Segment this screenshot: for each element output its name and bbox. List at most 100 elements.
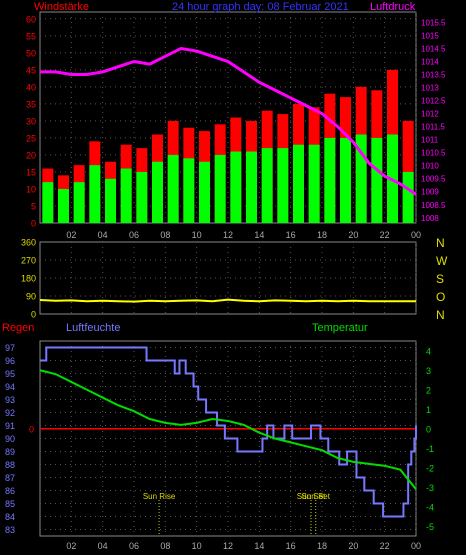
panel1-grid <box>40 12 417 223</box>
panel3-y-left-tick: 86 <box>5 486 15 496</box>
panel2-y-left-ticks: 0 90 180 270 360 <box>21 238 36 320</box>
panel3-y-left-tick: 87 <box>5 473 15 483</box>
rain-axis-label: Regen <box>2 322 34 334</box>
panel1-pressure-line <box>40 46 417 196</box>
panel1-y-right-tick: 1012.5 <box>421 97 446 106</box>
panel1-x-tick: 22 <box>380 230 390 240</box>
panel1-y-left-tick: 25 <box>26 133 36 143</box>
panel1-x-tick: 08 <box>160 230 170 240</box>
wind-low-bar <box>230 151 242 223</box>
panel1-y-right-tick: 1011 <box>421 136 439 145</box>
humidity-temperature-panel: Regen Luftfeuchte Temperatur 83848586878… <box>2 322 434 551</box>
panel1-x-tick: 10 <box>192 230 202 240</box>
wind-low-bar <box>402 171 414 223</box>
panel3-x-tick: 14 <box>254 541 264 551</box>
panel3-x-tick: 00 <box>411 541 421 551</box>
pressure-line <box>40 46 417 196</box>
compass-label: W <box>436 254 448 268</box>
wind-low-bar <box>89 165 101 223</box>
panel1-y-left-tick: 35 <box>26 99 36 109</box>
panel1-y-right-tick: 1013 <box>421 84 439 93</box>
panel3-y-left-tick: 84 <box>5 512 15 522</box>
panel3-y-left-tick: 89 <box>5 447 15 457</box>
panel3-x-tick: 02 <box>66 541 76 551</box>
panel3-x-ticks: 02 04 06 08 10 12 14 16 18 20 22 00 <box>66 541 421 551</box>
panel1-y-right-tick: 1009.5 <box>421 175 446 184</box>
panel1-y-right-tick: 1009 <box>421 188 439 197</box>
panel1-x-tick: 12 <box>223 230 233 240</box>
panel3-rain-tick: 0 <box>29 424 34 434</box>
wind-low-bar <box>355 134 367 223</box>
wind-low-bar <box>261 148 273 223</box>
panel1-x-tick: 06 <box>129 230 139 240</box>
panel3-y-left-tick: 83 <box>5 525 15 535</box>
temperature-axis-label: Temperatur <box>312 322 368 334</box>
panel1-x-tick: 14 <box>254 230 264 240</box>
panel3-y-right-ticks: -5 -4 -3 -2 -1 0 1 2 3 4 <box>426 346 434 532</box>
panel3-y-left-tick: 94 <box>5 382 15 392</box>
panel1-x-tick: 00 <box>411 230 421 240</box>
panel2-y-left-tick: 180 <box>21 274 36 284</box>
wind-low-bar <box>183 158 195 223</box>
panel3-x-tick: 16 <box>286 541 296 551</box>
panel3-y-right-tick: 4 <box>426 346 431 356</box>
panel1-y-right-tick: 1010 <box>421 162 439 171</box>
panel1-y-right-tick: 1012 <box>421 110 439 119</box>
chart-title: 24 hour graph day: 08 Februar 2021 <box>172 1 349 13</box>
compass-label: N <box>436 308 445 322</box>
panel3-y-right-tick: 0 <box>426 424 431 434</box>
panel3-x-tick: 08 <box>160 541 170 551</box>
panel3-y-right-tick: 3 <box>426 366 431 376</box>
panel3-y-right-tick: -4 <box>426 502 434 512</box>
panel3-y-right-tick: -5 <box>426 522 434 532</box>
panel1-y-right-tick: 1008 <box>421 214 439 223</box>
wind-low-bar <box>167 154 179 223</box>
panel3-y-left-tick: 90 <box>5 434 15 444</box>
panel1-x-tick: 04 <box>98 230 108 240</box>
panel1-y-left-tick: 20 <box>26 150 36 160</box>
humidity-line <box>40 346 417 518</box>
panel3-y-left-tick: 95 <box>5 369 15 379</box>
panel1-y-right-tick: 1013.5 <box>421 71 446 80</box>
sun-annotation: Sun Set <box>297 492 326 501</box>
sun-annotation: Sun Set <box>301 492 330 501</box>
panel1-x-tick: 18 <box>317 230 327 240</box>
wind-low-bar <box>199 161 210 223</box>
panel1-y-left-tick: 0 <box>31 219 36 229</box>
panel1-y-left-tick: 30 <box>26 116 36 126</box>
wind-low-bar <box>73 182 85 223</box>
panel3-temperature-line <box>39 369 417 490</box>
panel1-y-right-ticks: 1008 1008.5 1009 1009.5 1010 1010.5 1011 1011.5… <box>421 18 446 222</box>
wind-low-bar <box>58 188 69 223</box>
panel3-y-left-tick: 85 <box>5 499 15 509</box>
panel3-y-right-tick: 2 <box>426 385 431 395</box>
panel3-y-left-ticks: 83 84 85 86 87 88 89 90 91 92 93 94 95 96 97 <box>5 343 15 535</box>
compass-label: S <box>436 272 444 286</box>
sun-annotation: Sun Rise <box>143 492 176 501</box>
panel3-x-tick: 10 <box>192 541 202 551</box>
wind-low-bar <box>136 171 148 223</box>
panel3-x-tick: 22 <box>380 541 390 551</box>
panel3-y-left-tick: 91 <box>5 421 15 431</box>
panel1-x-ticks: 02 04 06 08 10 12 14 16 18 20 22 00 <box>66 230 421 240</box>
panel1-y-left-tick: 40 <box>26 82 36 92</box>
wind-low-bar <box>120 168 132 223</box>
panel1-y-right-tick: 1010.5 <box>421 149 446 158</box>
panel1-y-right-tick: 1015.5 <box>421 18 446 27</box>
panel3-y-left-tick: 92 <box>5 408 15 418</box>
panel3-x-tick: 04 <box>98 541 108 551</box>
panel1-y-left-tick: 10 <box>26 184 36 194</box>
panel3-y-right-tick: -2 <box>426 463 434 473</box>
wind-low-bar <box>246 151 257 223</box>
panel3-y-left-tick: 97 <box>5 343 15 353</box>
panel1-x-tick: 16 <box>286 230 296 240</box>
wind-low-bar <box>293 144 304 223</box>
panel2-y-left-tick: 360 <box>21 238 36 248</box>
panel3-x-tick: 20 <box>348 541 358 551</box>
panel1-y-left-ticks: 0 5 10 15 20 25 30 35 40 45 50 55 60 <box>26 14 36 228</box>
panel3-rain-ticks: 0 <box>29 424 34 434</box>
compass-label: N <box>436 236 445 250</box>
wind-low-bar <box>324 137 336 223</box>
